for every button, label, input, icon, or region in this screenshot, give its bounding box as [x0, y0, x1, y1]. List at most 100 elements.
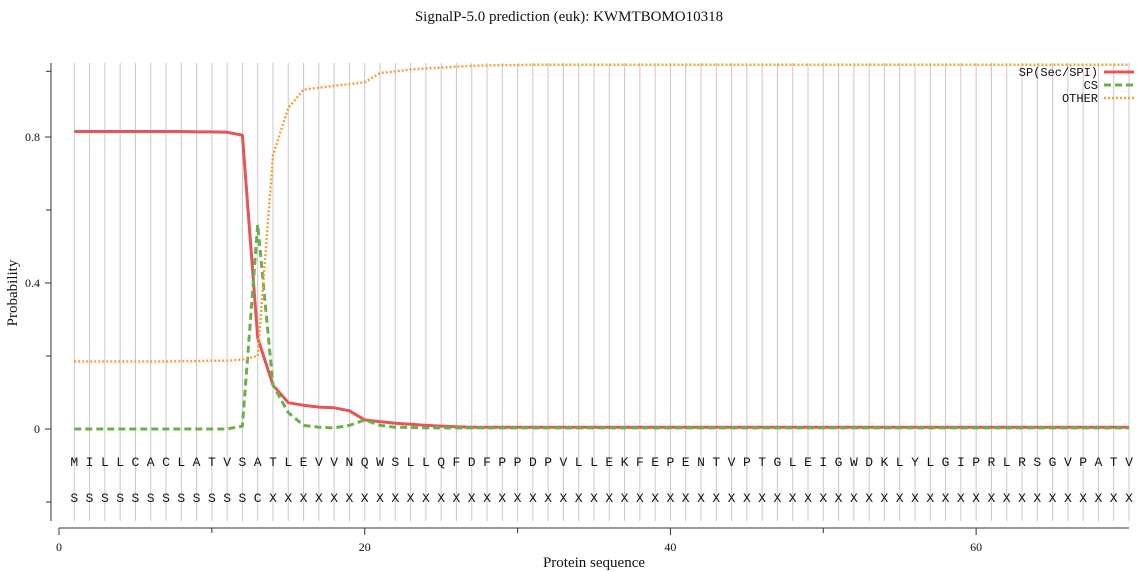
- sequence-residue: I: [86, 455, 94, 470]
- annotation-label: X: [712, 491, 720, 506]
- sequence-residue: T: [712, 455, 720, 470]
- annotation-label: X: [422, 491, 430, 506]
- annotation-label: X: [453, 491, 461, 506]
- sequence-residue: V: [1064, 455, 1072, 470]
- annotation-label: X: [1049, 491, 1057, 506]
- sequence-residue: Q: [361, 455, 369, 470]
- annotation-label: X: [407, 491, 415, 506]
- annotation-label: X: [1033, 491, 1041, 506]
- sequence-residue: L: [575, 455, 583, 470]
- y-tick-label: 0: [34, 422, 40, 436]
- x-tick-label: 40: [664, 540, 676, 554]
- sequence-residue: L: [789, 455, 797, 470]
- sequence-residue: E: [682, 455, 690, 470]
- annotation-label: S: [147, 491, 155, 506]
- annotation-label: X: [269, 491, 277, 506]
- annotation-label: X: [804, 491, 812, 506]
- x-tick-label: 60: [970, 540, 982, 554]
- annotation-label: X: [926, 491, 934, 506]
- sequence-residue: T: [208, 455, 216, 470]
- annotation-label: X: [636, 491, 644, 506]
- sequence-residue: K: [881, 455, 889, 470]
- sequence-residue: E: [804, 455, 812, 470]
- other-line: [74, 63, 1129, 363]
- cs-line: [74, 223, 1129, 431]
- annotation-label: X: [1018, 491, 1026, 506]
- sequence-residue: L: [284, 455, 292, 470]
- annotation-label: X: [911, 491, 919, 506]
- sequence-residue: G: [835, 455, 843, 470]
- annotation-label: S: [223, 491, 231, 506]
- sequence-residue: V: [1125, 455, 1133, 470]
- annotation-label: X: [376, 491, 384, 506]
- annotation-label: C: [254, 491, 262, 506]
- annotation-label: X: [881, 491, 889, 506]
- annotation-label: X: [850, 491, 858, 506]
- annotation-label: X: [682, 491, 690, 506]
- sequence-residue: G: [1049, 455, 1057, 470]
- sequence-residue: G: [774, 455, 782, 470]
- annotation-label: X: [743, 491, 751, 506]
- sequence-residue: T: [758, 455, 766, 470]
- legend-sp-sec-spi-label: SP(Sec/SPI): [1019, 66, 1098, 80]
- y-tick-label: 0.4: [25, 276, 40, 290]
- sequence-residue: A: [1095, 455, 1103, 470]
- legend-other-label: OTHER: [1062, 92, 1098, 106]
- sequence-residue: N: [697, 455, 705, 470]
- sp-sec-spi-line: [74, 130, 1129, 429]
- annotation-label: X: [621, 491, 629, 506]
- sequence-residue: L: [101, 455, 109, 470]
- sequence-residue: L: [590, 455, 598, 470]
- sequence-residue: L: [177, 455, 185, 470]
- annotation-label: X: [819, 491, 827, 506]
- annotation-label: X: [468, 491, 476, 506]
- sequence-residue: P: [498, 455, 506, 470]
- annotation-label: X: [651, 491, 659, 506]
- sequence-residue: D: [529, 455, 537, 470]
- annotation-label: X: [728, 491, 736, 506]
- legend-cs-label: CS: [1084, 79, 1098, 93]
- annotation-label: X: [972, 491, 980, 506]
- sequence-residue: E: [300, 455, 308, 470]
- annotation-label: S: [101, 491, 109, 506]
- annotation-label: X: [346, 491, 354, 506]
- annotation-label: X: [529, 491, 537, 506]
- annotation-label: X: [514, 491, 522, 506]
- annotation-label: X: [300, 491, 308, 506]
- annotation-label: X: [697, 491, 705, 506]
- annotation-label: X: [1079, 491, 1087, 506]
- annotation-label: X: [590, 491, 598, 506]
- sequence-residue: S: [239, 455, 247, 470]
- annotation-label: X: [942, 491, 950, 506]
- annotation-label: X: [437, 491, 445, 506]
- annotation-label: X: [605, 491, 613, 506]
- y-axis-label: Probability: [5, 259, 21, 326]
- y-tick-label: 0.8: [25, 130, 40, 144]
- sequence-residue: W: [850, 455, 858, 470]
- annotation-label: X: [330, 491, 338, 506]
- sequence-residue: A: [147, 455, 155, 470]
- sequence-residue: L: [896, 455, 904, 470]
- sequence-residue: G: [942, 455, 950, 470]
- sequence-residue: M: [70, 455, 78, 470]
- sequence-residue: P: [1079, 455, 1087, 470]
- annotation-label: X: [1125, 491, 1133, 506]
- sequence-residue: S: [1033, 455, 1041, 470]
- sequence-residue: V: [560, 455, 568, 470]
- annotation-label: X: [361, 491, 369, 506]
- annotation-label: X: [315, 491, 323, 506]
- sequence-residue: L: [116, 455, 124, 470]
- annotation-label: X: [284, 491, 292, 506]
- sequence-residue: A: [254, 455, 262, 470]
- annotation-label: S: [70, 491, 78, 506]
- annotation-label: S: [177, 491, 185, 506]
- annotation-label: X: [1110, 491, 1118, 506]
- annotation-label: X: [544, 491, 552, 506]
- sequence-residue: K: [621, 455, 629, 470]
- annotation-label: S: [116, 491, 124, 506]
- sequence-residue: L: [926, 455, 934, 470]
- annotation-label: X: [667, 491, 675, 506]
